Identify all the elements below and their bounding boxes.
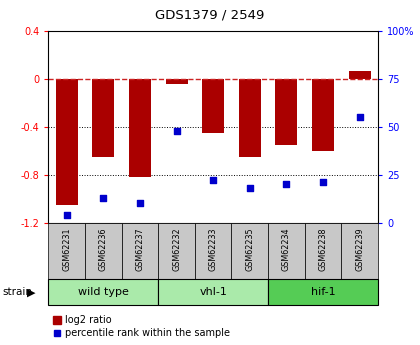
Bar xyxy=(165,79,187,84)
Text: GSM62234: GSM62234 xyxy=(282,227,291,270)
Bar xyxy=(129,79,151,177)
Point xyxy=(173,128,180,134)
Bar xyxy=(158,279,268,305)
Text: strain: strain xyxy=(2,287,32,297)
Text: GDS1379 / 2549: GDS1379 / 2549 xyxy=(155,9,265,22)
Bar xyxy=(92,79,114,157)
Text: GSM62237: GSM62237 xyxy=(135,227,144,271)
Point xyxy=(136,200,143,206)
Bar xyxy=(239,79,261,157)
Legend: log2 ratio, percentile rank within the sample: log2 ratio, percentile rank within the s… xyxy=(53,315,230,338)
Bar xyxy=(48,279,158,305)
Bar xyxy=(121,223,158,279)
Text: GSM62233: GSM62233 xyxy=(209,227,218,270)
Bar xyxy=(195,223,231,279)
Bar xyxy=(268,223,305,279)
Text: ▶: ▶ xyxy=(27,287,36,297)
Bar xyxy=(55,79,78,205)
Text: hif-1: hif-1 xyxy=(311,287,335,297)
Point xyxy=(320,179,326,185)
Text: GSM62232: GSM62232 xyxy=(172,227,181,271)
Bar xyxy=(305,223,341,279)
Text: wild type: wild type xyxy=(78,287,129,297)
Point xyxy=(283,181,290,187)
Text: GSM62239: GSM62239 xyxy=(355,227,364,271)
Bar xyxy=(312,79,334,151)
Text: GSM62236: GSM62236 xyxy=(99,227,108,270)
Point xyxy=(356,115,363,120)
Point xyxy=(100,195,107,200)
Bar xyxy=(202,79,224,133)
Point xyxy=(63,212,70,218)
Point xyxy=(210,178,217,183)
Text: GSM62231: GSM62231 xyxy=(62,227,71,270)
Bar xyxy=(276,79,297,145)
Point xyxy=(247,185,253,191)
Bar xyxy=(349,70,371,79)
Bar xyxy=(85,223,121,279)
Bar xyxy=(268,279,378,305)
Bar xyxy=(48,223,85,279)
Bar xyxy=(158,223,195,279)
Bar xyxy=(341,223,378,279)
Text: GSM62235: GSM62235 xyxy=(245,227,254,271)
Text: GSM62238: GSM62238 xyxy=(318,227,328,270)
Text: vhl-1: vhl-1 xyxy=(199,287,227,297)
Bar xyxy=(231,223,268,279)
